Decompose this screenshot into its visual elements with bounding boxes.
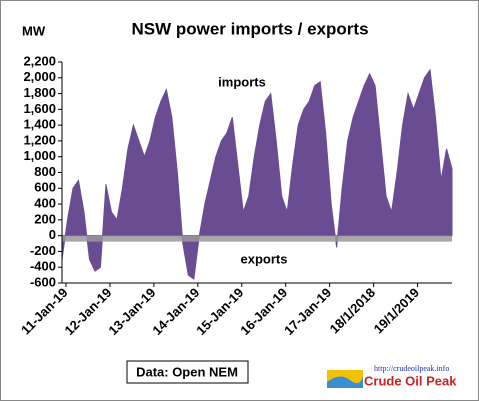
y-tick-label: 200 <box>34 211 56 226</box>
y-tick-label: 0 <box>49 227 56 242</box>
y-tick-label: 1,000 <box>23 148 56 163</box>
annotation: exports <box>241 251 288 266</box>
source: Data: Open NEM <box>136 364 238 379</box>
logo-name: Crude Oil Peak <box>364 373 457 388</box>
annotation: imports <box>218 74 266 89</box>
y-tick-label: -600 <box>30 274 56 289</box>
y-tick-label: -200 <box>30 243 56 258</box>
y-tick-label: 2,200 <box>23 53 56 68</box>
y-tick-label: 1,400 <box>23 117 56 132</box>
y-tick-label: 2,000 <box>23 69 56 84</box>
y-tick-label: 400 <box>34 196 56 211</box>
y-tick-label: 1,800 <box>23 85 56 100</box>
zero-band <box>62 235 452 242</box>
logo-url: http://crudeoilpeak.info <box>374 364 449 373</box>
y-tick-label: 1,600 <box>23 101 56 116</box>
y-tick-label: 1,200 <box>23 132 56 147</box>
y-tick-label: 600 <box>34 180 56 195</box>
y-axis-label: MW <box>22 23 46 38</box>
source-box <box>126 360 249 384</box>
logo-wave <box>327 376 363 388</box>
y-tick-label: 800 <box>34 164 56 179</box>
area <box>61 68 453 280</box>
y-tick-label: -400 <box>30 259 56 274</box>
chart-title: NSW power imports / exports <box>131 19 368 38</box>
